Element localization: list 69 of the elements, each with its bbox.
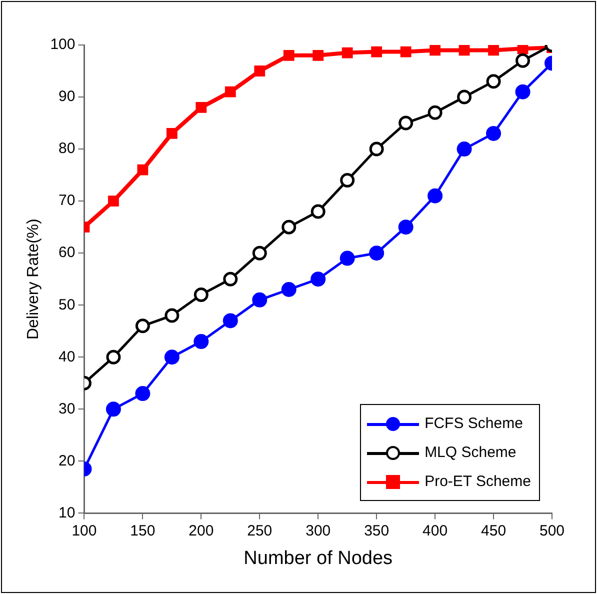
- y-tick-label: 50: [58, 296, 76, 314]
- point: [458, 45, 470, 56]
- x-tick-label: 250: [247, 522, 272, 540]
- point: [515, 84, 530, 100]
- x-axis-title: Number of Nodes: [244, 548, 393, 569]
- y-tick-label: 70: [58, 192, 76, 210]
- y-tick-label: 90: [58, 88, 76, 106]
- y-tick-label: 20: [58, 452, 76, 470]
- point: [517, 45, 528, 54]
- y-tick-label: 60: [58, 244, 76, 262]
- x-tick-label: 200: [188, 522, 214, 540]
- point: [486, 126, 502, 141]
- point: [164, 308, 180, 323]
- point: [223, 272, 238, 286]
- point: [252, 292, 268, 308]
- point: [108, 196, 119, 207]
- point: [137, 164, 148, 176]
- point: [371, 46, 382, 58]
- x-tick-label: 150: [130, 522, 156, 540]
- point: [283, 50, 294, 61]
- legend-label: MLQ Scheme: [424, 444, 516, 462]
- point: [164, 350, 180, 365]
- point: [398, 116, 414, 130]
- point: [457, 90, 472, 104]
- point: [252, 246, 267, 260]
- y-tick-label: 40: [58, 348, 76, 366]
- point: [135, 386, 150, 402]
- point: [456, 142, 472, 157]
- legend-label: Pro-ET Scheme: [424, 473, 531, 490]
- point: [224, 86, 236, 98]
- point: [166, 128, 178, 139]
- point: [135, 318, 150, 334]
- point: [340, 173, 355, 188]
- point: [369, 246, 384, 261]
- x-tick-label: 400: [422, 522, 448, 540]
- point: [282, 220, 296, 234]
- y-axis-title: Delivery Rate(%): [25, 218, 42, 340]
- x-tick-label: 300: [306, 522, 331, 540]
- point: [369, 142, 384, 156]
- point: [281, 282, 296, 298]
- y-tick-label: 80: [58, 140, 76, 158]
- point: [196, 102, 207, 113]
- point: [428, 105, 442, 120]
- point: [106, 402, 121, 417]
- point: [340, 250, 355, 266]
- point: [194, 334, 209, 350]
- point: [486, 74, 501, 89]
- x-tick-label: 100: [72, 522, 97, 540]
- point: [430, 45, 441, 56]
- y-tick-label: 10: [58, 504, 76, 522]
- point: [428, 188, 443, 204]
- x-tick-label: 500: [539, 522, 565, 540]
- point: [310, 204, 326, 219]
- point: [222, 313, 238, 328]
- point: [342, 47, 353, 58]
- point: [398, 220, 414, 235]
- point: [488, 45, 499, 56]
- y-tick-label: 100: [50, 36, 76, 54]
- point: [106, 350, 121, 364]
- legend-label: FCFS Scheme: [424, 415, 523, 432]
- point: [400, 46, 412, 58]
- point: [194, 287, 208, 302]
- point: [310, 272, 326, 287]
- point: [254, 66, 266, 76]
- point: [516, 53, 530, 68]
- x-tick-label: 450: [481, 522, 506, 540]
- x-tick-label: 350: [364, 522, 390, 540]
- y-tick-label: 30: [58, 400, 76, 418]
- point: [312, 50, 324, 61]
